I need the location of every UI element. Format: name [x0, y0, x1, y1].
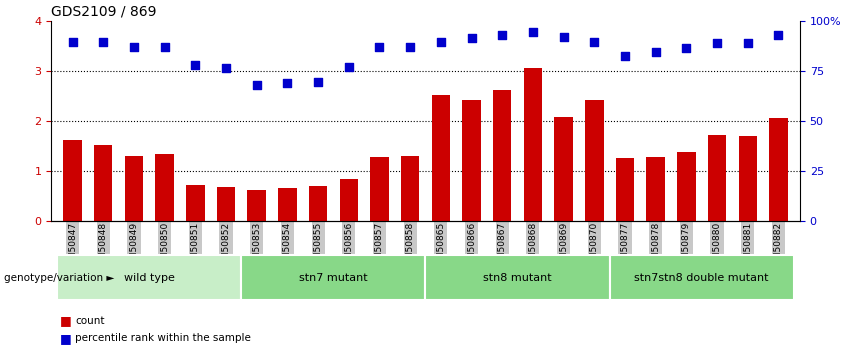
Text: wild type: wild type	[124, 273, 174, 283]
Point	[741, 40, 755, 46]
Bar	[340, 179, 358, 221]
Point	[648, 49, 662, 55]
Bar	[769, 118, 788, 221]
Bar	[493, 90, 511, 221]
Point	[311, 79, 325, 85]
Point	[189, 62, 203, 68]
Bar	[63, 140, 82, 221]
Bar	[739, 136, 757, 221]
Bar	[401, 156, 420, 221]
Point	[711, 40, 724, 46]
Point	[772, 32, 785, 38]
Bar	[585, 100, 603, 221]
Text: stn8 mutant: stn8 mutant	[483, 273, 552, 283]
Bar	[94, 145, 112, 221]
Point	[220, 66, 233, 71]
Text: count: count	[75, 316, 105, 326]
Bar	[156, 154, 174, 221]
Bar	[462, 100, 481, 221]
Bar	[186, 185, 204, 221]
Bar	[309, 186, 328, 221]
Bar	[647, 157, 665, 221]
Text: genotype/variation ►: genotype/variation ►	[4, 273, 115, 283]
Bar	[217, 187, 235, 221]
Bar	[278, 188, 297, 221]
Point	[557, 34, 570, 39]
Point	[465, 36, 478, 41]
Bar	[125, 156, 143, 221]
Text: ■: ■	[60, 332, 71, 345]
Point	[680, 46, 694, 51]
Bar	[616, 158, 634, 221]
Point	[157, 44, 171, 49]
Point	[250, 82, 264, 88]
Text: ■: ■	[60, 314, 71, 327]
Point	[618, 53, 631, 59]
Bar	[523, 68, 542, 221]
Text: stn7stn8 double mutant: stn7stn8 double mutant	[635, 273, 769, 283]
Text: stn7 mutant: stn7 mutant	[299, 273, 368, 283]
Bar	[431, 95, 450, 221]
Bar	[708, 135, 726, 221]
Bar	[370, 157, 389, 221]
Point	[96, 39, 110, 45]
Bar	[554, 117, 573, 221]
Point	[434, 39, 448, 45]
Text: GDS2109 / 869: GDS2109 / 869	[51, 4, 157, 18]
Point	[281, 80, 294, 86]
Point	[587, 39, 601, 45]
Text: percentile rank within the sample: percentile rank within the sample	[75, 333, 251, 343]
Point	[526, 29, 540, 34]
Point	[66, 39, 79, 45]
Point	[127, 44, 140, 49]
Bar	[248, 190, 266, 221]
Point	[373, 44, 386, 49]
Point	[495, 32, 509, 38]
Point	[403, 44, 417, 49]
Bar	[677, 152, 695, 221]
Point	[342, 64, 356, 69]
